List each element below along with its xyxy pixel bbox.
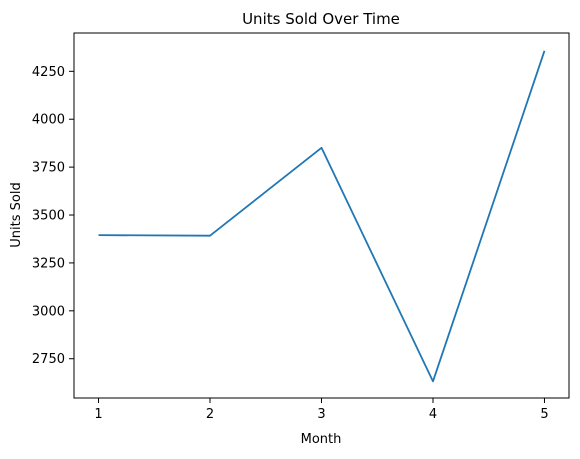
y-axis: 2750 3000 3250 3500 3750 4000 4250 [32,65,74,367]
y-axis-label: Units Sold [9,182,24,247]
plot-area [74,33,569,398]
y-tick-label: 3000 [32,304,65,319]
y-tick-label: 4250 [32,65,65,80]
x-tick-label: 4 [429,407,437,422]
x-axis-label: Month [301,432,342,447]
series-layer [99,51,545,382]
y-tick-label: 3750 [32,161,65,176]
x-axis: 1 2 3 4 5 [94,398,548,422]
x-tick-label: 3 [317,407,325,422]
chart-title: Units Sold Over Time [242,10,400,28]
x-tick-label: 1 [94,407,102,422]
y-tick-label: 2750 [32,352,65,367]
y-tick-label: 3500 [32,209,65,224]
y-tick-label: 4000 [32,113,65,128]
x-tick-label: 5 [540,407,548,422]
y-tick-label: 3250 [32,256,65,271]
x-tick-label: 2 [206,407,214,422]
series-line-units-sold [99,51,545,382]
